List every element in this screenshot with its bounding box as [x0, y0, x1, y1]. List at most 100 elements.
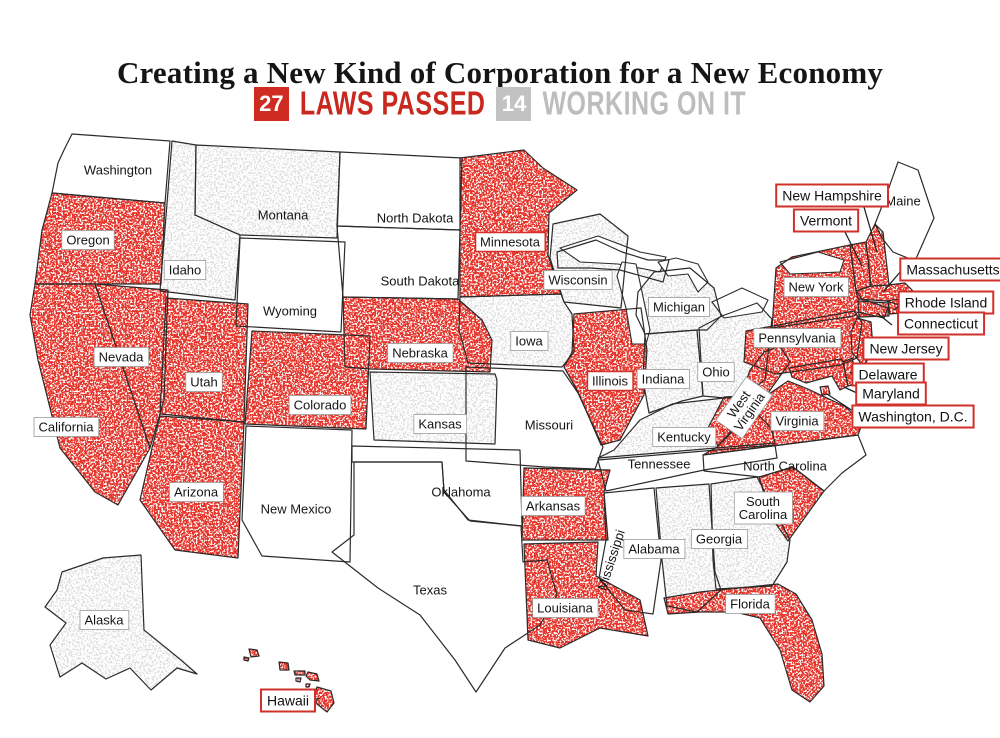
state-outline-florida [663, 583, 825, 703]
state-florida [664, 584, 824, 702]
svg-text:Minnesota: Minnesota [480, 235, 541, 250]
state-outline-hawaii-niihau [243, 656, 250, 662]
label-michigan: Michigan [648, 297, 710, 317]
lake-huron [657, 257, 709, 293]
svg-text:Ohio: Ohio [702, 365, 729, 380]
label-north-carolina: North Carolina [743, 459, 828, 474]
svg-text:New Mexico: New Mexico [261, 502, 332, 517]
svg-text:Wisconsin: Wisconsin [548, 273, 607, 288]
state-outline-colorado [244, 330, 371, 430]
callout-new-hampshire: New Hampshire [775, 183, 890, 208]
svg-text:Tennessee: Tennessee [628, 457, 691, 472]
working-on-it-label: WORKING ON IT [542, 84, 747, 122]
working-on-it-count-badge: 14 [496, 87, 532, 121]
svg-text:Alabama: Alabama [628, 542, 680, 557]
label-new-mexico: New Mexico [261, 502, 332, 517]
label-south-carolina: South Carolina [733, 491, 793, 525]
laws-passed-count-badge: 27 [253, 87, 289, 121]
svg-text:Wyoming: Wyoming [263, 304, 317, 319]
state-north-carolina [703, 435, 866, 491]
state-hawaii-molokai [294, 671, 305, 675]
state-missouri [466, 367, 603, 469]
label-maine: Maine [885, 194, 920, 209]
label-kansas: Kansas [413, 414, 468, 434]
state-outline-hawaii-kahoolawe [305, 683, 311, 688]
state-south-dakota [337, 226, 460, 299]
states-no-law [52, 134, 934, 692]
label-illinois: Illinois [586, 370, 634, 392]
label-alaska: Alaska [79, 610, 130, 630]
label-louisiana: Louisiana [532, 598, 599, 618]
callout-massachusetts-line [882, 270, 902, 293]
state-outline-maryland [788, 358, 849, 391]
state-outline-michigan [635, 267, 722, 335]
callout-connecticut: Connecticut [897, 311, 986, 336]
svg-text:Idaho: Idaho [169, 263, 202, 278]
state-louisiana [524, 542, 648, 648]
label-indiana: Indiana [636, 369, 690, 389]
state-outline-wisconsin [549, 213, 629, 309]
svg-text:Florida: Florida [730, 597, 771, 612]
svg-text:Oregon: Oregon [66, 233, 109, 248]
map-labels: Washington Oregon California Nevada Idaho Mon… [33, 163, 1000, 713]
callout-hawaii: Hawaii [259, 688, 317, 713]
laws-passed-label: LAWS PASSED [299, 84, 486, 122]
state-minnesota [460, 150, 577, 297]
state-north-dakota [337, 152, 462, 230]
state-nebraska [343, 297, 492, 372]
svg-text:Nevada: Nevada [99, 350, 145, 365]
label-south-dakota: South Dakota [381, 274, 461, 289]
callout-vermont-line [844, 231, 863, 267]
page-title: Creating a New Kind of Corporation for a… [116, 54, 884, 90]
svg-text:Oklahoma: Oklahoma [431, 485, 491, 500]
callout-connecticut-line [876, 312, 893, 326]
state-outline-montana [194, 144, 341, 239]
svg-text:Pennsylvania: Pennsylvania [758, 331, 836, 346]
state-outline-arkansas [521, 467, 611, 541]
state-alabama [656, 484, 721, 612]
state-outline-alabama [655, 483, 722, 613]
svg-text:Delaware: Delaware [858, 367, 917, 383]
svg-text:Louisiana: Louisiana [537, 601, 593, 616]
label-idaho: Idaho [163, 260, 207, 280]
state-wyoming [236, 238, 345, 332]
lake-ontario [779, 251, 845, 275]
state-california [30, 284, 150, 505]
state-outline-washington-dc [819, 385, 831, 396]
svg-text:California: California [39, 420, 95, 435]
state-vermont [850, 242, 871, 291]
state-outlines [29, 133, 935, 713]
state-outline-mississippi [598, 487, 662, 615]
state-outline-hawaii-kauai [248, 648, 260, 658]
state-outline-texas [331, 461, 558, 693]
svg-text:North Carolina: North Carolina [743, 459, 828, 474]
svg-text:Kentucky: Kentucky [657, 430, 711, 445]
svg-text:Kansas: Kansas [418, 417, 462, 432]
label-arkansas: Arkansas [520, 496, 586, 516]
svg-text:Arizona: Arizona [174, 485, 219, 500]
svg-text:Arkansas: Arkansas [526, 499, 581, 514]
svg-text:Maryland: Maryland [862, 386, 920, 402]
legend: 27 LAWS PASSED 14 WORKING ON IT [0, 85, 1000, 123]
svg-text:Washington: Washington [84, 163, 152, 178]
label-missouri: Missouri [525, 418, 574, 433]
state-outline-illinois [563, 307, 648, 446]
state-washington-dc [820, 386, 830, 395]
svg-text:North Dakota: North Dakota [377, 211, 454, 226]
label-texas: Texas [413, 583, 447, 598]
state-montana [195, 145, 340, 238]
label-pennsylvania: Pennsylvania [753, 328, 842, 348]
state-new-mexico [242, 426, 352, 562]
label-washington: Washington [84, 163, 152, 178]
state-hawaii-kauai [249, 649, 259, 657]
label-new-york: New York [783, 277, 849, 297]
svg-text:Vermont: Vermont [800, 213, 852, 229]
label-utah: Utah [185, 372, 223, 392]
svg-text:Nebraska: Nebraska [392, 346, 448, 361]
label-kentucky: Kentucky [652, 427, 717, 447]
label-arizona: Arizona [169, 482, 224, 502]
label-montana: Montana [258, 208, 309, 223]
state-outline-nebraska [342, 296, 493, 373]
